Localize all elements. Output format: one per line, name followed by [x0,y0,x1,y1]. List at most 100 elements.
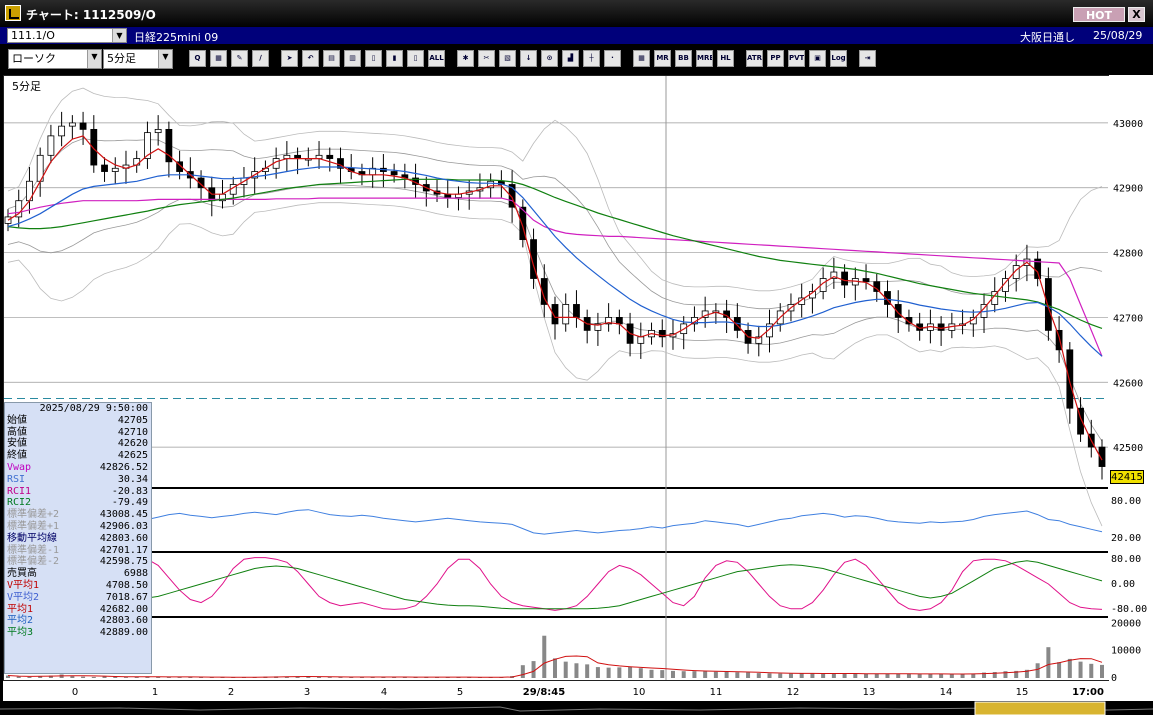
volume-bar [574,663,579,678]
chevron-down-icon[interactable]: ▼ [87,50,101,68]
info-key: 平均3 [7,627,34,639]
undo-icon[interactable]: ↶ [302,50,319,67]
info-row: 平均3 42889.00 [5,627,151,639]
window-icon[interactable]: ▣ [809,50,826,67]
info-value: 2025/08/29 9:50:00 [39,403,148,414]
hot-button[interactable]: HOT [1073,7,1125,22]
info-row: 移動平均線 42803.60 [5,533,151,545]
scrollbar-canvas [0,701,1153,715]
volume-bar [638,668,643,678]
info-value: 42803.60 [99,532,148,544]
volume-bar [381,677,386,678]
candle-b-icon[interactable]: ▮ [386,50,403,67]
disabled-icon[interactable]: · [604,50,621,67]
volume-bar [113,676,118,678]
mre-icon[interactable]: MRE [696,50,713,67]
candle-body [1055,329,1063,351]
symbol-select[interactable]: 111.1/O ▼ [7,28,127,43]
info-value: 7018.67 [105,591,148,603]
info-key: RSI [7,473,26,485]
volume-bar [199,677,204,678]
price-tick-label: 43000 [1113,119,1143,130]
chart-canvas[interactable] [4,76,1110,680]
candle-body [337,158,344,169]
mr-icon[interactable]: MR [654,50,671,67]
volume-tick-label: 10000 [1111,646,1141,657]
volume-bar [70,676,75,678]
chevron-down-icon[interactable]: ▼ [158,50,172,68]
time-tick-label: 29/8:45 [523,687,565,698]
timeframe-select[interactable]: 5分足 ▼ [103,49,173,69]
palette-icon[interactable]: ▧ [499,50,516,67]
info-key: 標準偏差+2 [7,509,60,521]
chevron-down-icon[interactable]: ▼ [112,29,126,42]
candle-body [766,323,773,338]
volume-bar [231,677,236,678]
volume-bar [585,664,590,678]
volume-bar [810,673,815,678]
info-key: 平均2 [7,615,34,627]
wrench-icon[interactable]: ✂ [478,50,495,67]
fib-icon[interactable]: ┼ [583,50,600,67]
window-title: チャート: 1112509/O [26,8,156,22]
chart-scrollbar[interactable] [0,701,1153,715]
grid-icon[interactable]: ▦ [210,50,227,67]
trash-icon[interactable]: ▥ [344,50,361,67]
sma1-line [7,135,1103,461]
chart-type-select[interactable]: ローソク ▼ [8,49,102,69]
candle-body [562,304,570,325]
last-price-tag: 42415 [1110,470,1144,484]
candle-a-icon[interactable]: ▯ [365,50,382,67]
info-row: RSI 30.34 [5,474,151,486]
volume-bar [553,658,557,678]
info-row: 2025/08/29 9:50:00 [5,403,151,415]
instrument-name: 日経225mini 09 [134,31,219,44]
info-row: 売買高 6988 [5,568,151,580]
chart-type-value: ローソク [12,52,56,65]
volume-bar [295,676,300,678]
volume-tick-label: 0 [1111,673,1117,681]
volume-bar [563,661,568,678]
volume-bar [692,671,697,678]
candle-body [390,171,398,176]
volume-bar [102,676,107,678]
download-icon[interactable]: ↓ [520,50,537,67]
export-icon[interactable]: ⇥ [859,50,876,67]
volume-bar [520,665,525,678]
volume-bar [6,675,10,678]
atr-icon[interactable]: ATR [746,50,763,67]
bar-chart-icon[interactable]: ▟ [562,50,579,67]
vwap-line [7,197,1103,357]
settings-icon[interactable]: ✱ [457,50,474,67]
zoom-icon[interactable]: Q [189,50,206,67]
volume-bar [778,673,783,678]
pp-icon[interactable]: PP [767,50,784,67]
ma-icon[interactable]: ▦ [633,50,650,67]
volume-avg1-line [7,655,1103,678]
volume-bar [831,673,836,678]
volume-bar [595,667,600,678]
time-tick-label: 4 [381,687,387,698]
chart-area[interactable]: 5分足 [3,75,1111,681]
scrollbar-thumb[interactable] [974,701,1106,715]
draw-icon[interactable]: ∕ [252,50,269,67]
pvt-icon[interactable]: PVT [788,50,805,67]
candle-body [133,158,141,166]
note-icon[interactable]: ▤ [323,50,340,67]
search-icon[interactable]: ⊙ [541,50,558,67]
log-icon[interactable]: Log [830,50,847,67]
close-button[interactable]: X [1128,7,1145,22]
bb-icon[interactable]: BB [675,50,692,67]
time-axis: 0 1 2 3 4 5 29/8:45 10 11 12 13 14 15 17:00 [3,681,1153,701]
info-value: 42803.60 [99,615,148,627]
volume-bar [670,670,675,678]
hl-icon[interactable]: HL [717,50,734,67]
app-chart-icon [5,5,21,21]
all-icon[interactable]: ALL [428,50,445,67]
candle-c-icon[interactable]: ▯ [407,50,424,67]
info-key: 平均1 [7,603,34,615]
cursor-icon[interactable]: ➤ [281,50,298,67]
volume-bar [606,667,611,678]
info-row: 標準偏差+1 42906.03 [5,521,151,533]
pencil-icon[interactable]: ✎ [231,50,248,67]
